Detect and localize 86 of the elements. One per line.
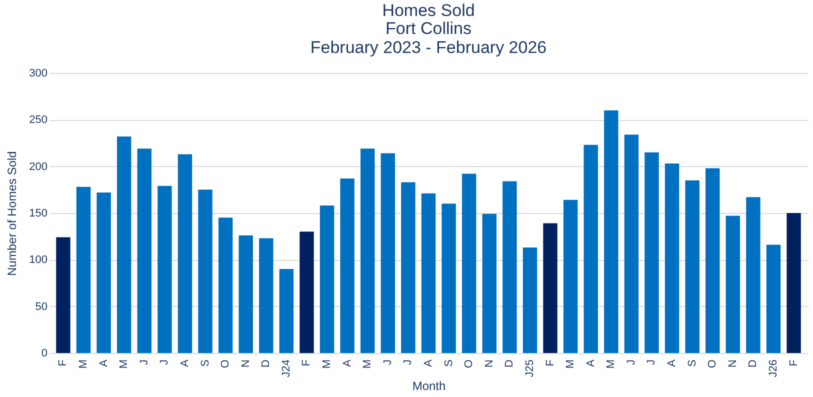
bar	[644, 152, 659, 353]
x-tick-label: M	[321, 360, 334, 369]
y-tick-label: 300	[29, 68, 48, 80]
x-tick-label: O	[463, 359, 476, 368]
bar	[706, 168, 720, 353]
bar	[563, 200, 578, 353]
x-tick-label: D	[747, 359, 760, 368]
x-tick-label: F	[300, 359, 313, 366]
y-tick-label: 0	[41, 348, 48, 360]
bar	[300, 232, 314, 353]
chart-title: Homes Sold	[382, 1, 475, 20]
x-tick-label: A	[178, 358, 191, 367]
y-axis-title: Number of Homes Sold	[5, 151, 20, 276]
bar	[442, 204, 456, 353]
x-tick-label: J25	[524, 360, 536, 378]
y-tick-label: 200	[29, 160, 48, 173]
text: February 2023 - February 2026	[310, 38, 547, 57]
x-tick-label: A	[584, 358, 597, 367]
x-tick-label: S	[686, 360, 698, 367]
bar	[340, 178, 354, 353]
x-tick-label: M	[605, 360, 618, 369]
bar	[726, 216, 740, 353]
x-tick-label: A	[422, 358, 434, 367]
bar	[746, 197, 760, 353]
x-tick-label: O	[220, 359, 232, 368]
bar	[178, 154, 192, 353]
bar	[198, 190, 212, 353]
x-tick-label: J24	[280, 360, 292, 378]
bar	[76, 186, 91, 353]
x-tick-label: J	[625, 360, 638, 365]
x-tick-label: O	[706, 359, 719, 368]
bar	[320, 206, 334, 353]
bar	[624, 134, 639, 353]
bar	[137, 148, 152, 353]
bar	[238, 235, 253, 353]
bar	[584, 144, 598, 353]
bar	[685, 180, 700, 353]
bar	[543, 223, 558, 353]
x-tick-label: F	[788, 359, 800, 366]
bar	[116, 136, 132, 353]
text: Fort Collins	[386, 19, 472, 38]
x-tick-label: S	[442, 360, 455, 367]
bar	[604, 110, 618, 353]
bar	[664, 164, 680, 353]
bar	[380, 153, 396, 353]
bar	[96, 192, 111, 353]
x-tick-label: J26	[768, 360, 780, 378]
x-axis-title: Month	[412, 379, 446, 394]
y-tick-label: 100	[29, 254, 48, 266]
x-tick-label: D	[504, 359, 516, 368]
x-tick-label: J	[646, 360, 658, 365]
x-tick-label: J	[402, 360, 414, 365]
y-tick-label: 50	[35, 300, 48, 313]
x-tick-label: F	[57, 359, 70, 366]
x-tick-label: N	[240, 359, 252, 368]
x-tick-label: M	[362, 360, 374, 369]
x-tick-label: M	[118, 360, 130, 369]
x-tick-label: N	[726, 359, 739, 368]
x-tick-label: J	[138, 360, 150, 365]
bar	[401, 182, 416, 353]
bar	[482, 214, 496, 353]
y-tick-label: 250	[29, 114, 48, 126]
x-tick-label: N	[483, 359, 496, 368]
bar	[360, 148, 375, 353]
bar	[279, 269, 294, 353]
x-tick-label: J	[382, 360, 394, 365]
x-tick-label: M	[564, 360, 577, 369]
bar	[259, 238, 274, 353]
x-tick-label: A	[666, 358, 678, 367]
x-tick-label: A	[341, 358, 354, 367]
bar	[218, 218, 233, 353]
bar	[766, 244, 781, 353]
bar	[421, 193, 436, 353]
x-tick-label: S	[199, 360, 212, 367]
x-tick-label: M	[78, 360, 90, 369]
y-tick-label: 150	[29, 208, 48, 220]
x-tick-label: F	[544, 359, 556, 366]
bar	[462, 174, 476, 353]
x-tick-label: J	[158, 360, 171, 365]
x-tick-label: A	[98, 358, 110, 367]
bar	[56, 237, 70, 353]
bar	[158, 186, 172, 353]
bar	[522, 248, 538, 353]
bar	[786, 213, 801, 353]
x-tick-label: D	[260, 359, 272, 368]
bar	[502, 181, 517, 353]
